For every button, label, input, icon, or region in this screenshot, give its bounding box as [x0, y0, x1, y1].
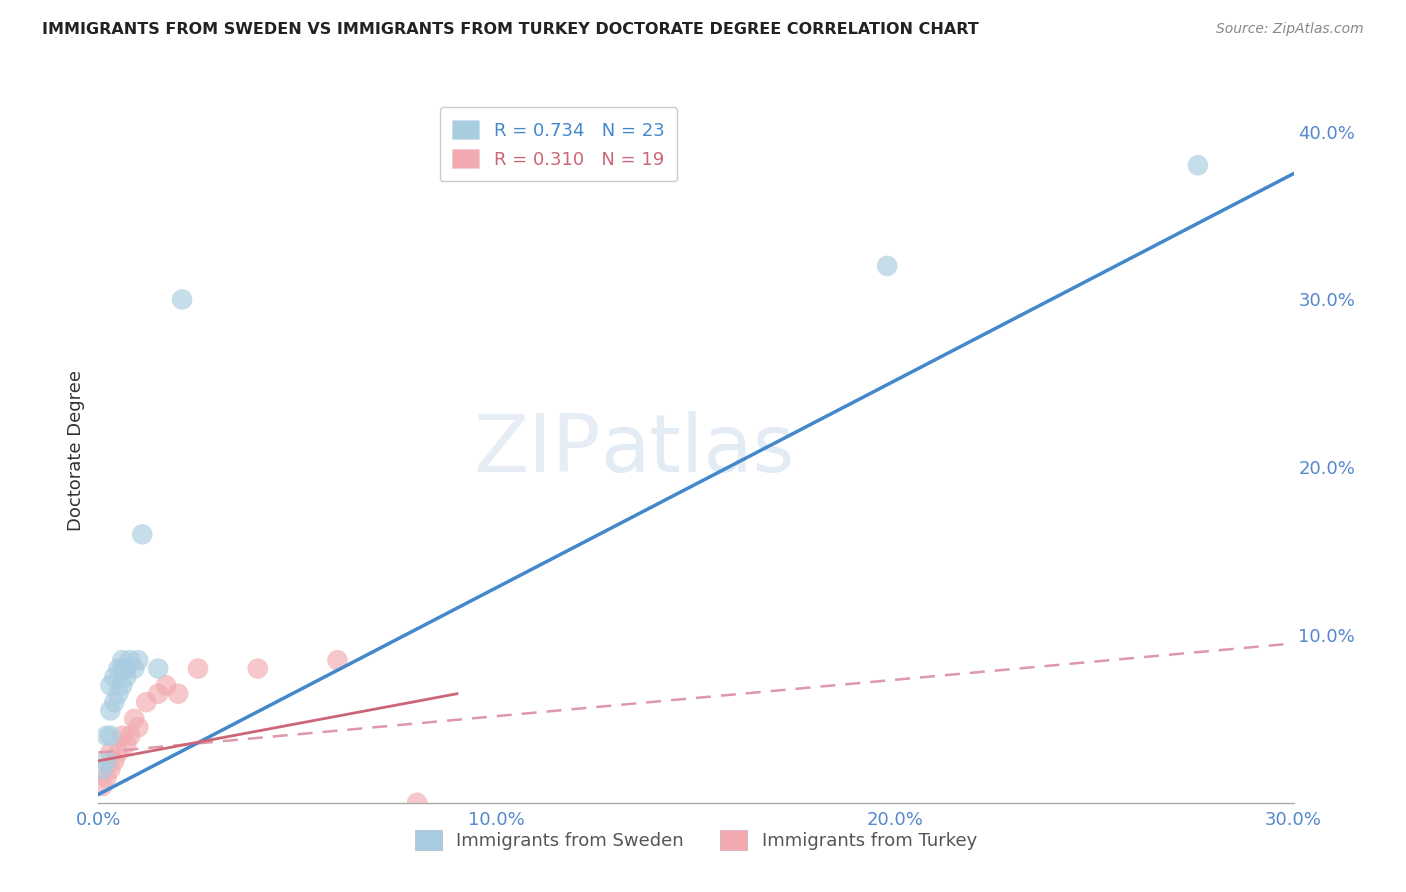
Point — [98, 704, 122, 718]
Point — [98, 762, 122, 776]
Point — [131, 527, 153, 541]
Point — [98, 678, 122, 692]
Point — [155, 678, 177, 692]
Text: atlas: atlas — [600, 411, 794, 490]
Point — [127, 653, 149, 667]
Point — [120, 653, 142, 667]
Point — [167, 687, 190, 701]
Point — [91, 779, 114, 793]
Point — [111, 653, 134, 667]
Point — [103, 695, 125, 709]
Point — [115, 670, 138, 684]
Point — [107, 662, 129, 676]
Point — [96, 729, 118, 743]
Point — [107, 746, 129, 760]
Point — [246, 662, 269, 676]
Point — [111, 729, 134, 743]
Point — [1187, 158, 1209, 172]
Point — [187, 662, 209, 676]
Point — [111, 678, 134, 692]
Point — [406, 796, 429, 810]
Point — [124, 662, 146, 676]
Point — [96, 771, 118, 785]
Point — [876, 259, 898, 273]
Point — [103, 754, 125, 768]
Y-axis label: Doctorate Degree: Doctorate Degree — [66, 370, 84, 531]
Point — [120, 729, 142, 743]
Point — [172, 293, 194, 307]
Point — [127, 720, 149, 734]
Point — [107, 687, 129, 701]
Point — [98, 729, 122, 743]
Point — [326, 653, 349, 667]
Point — [115, 737, 138, 751]
Legend: Immigrants from Sweden, Immigrants from Turkey: Immigrants from Sweden, Immigrants from … — [408, 822, 984, 857]
Point — [124, 712, 146, 726]
Point — [103, 670, 125, 684]
Point — [148, 687, 170, 701]
Text: Source: ZipAtlas.com: Source: ZipAtlas.com — [1216, 22, 1364, 37]
Point — [96, 754, 118, 768]
Point — [148, 662, 170, 676]
Point — [135, 695, 157, 709]
Point — [111, 662, 134, 676]
Point — [98, 746, 122, 760]
Point — [91, 762, 114, 776]
Point — [115, 662, 138, 676]
Text: ZIP: ZIP — [472, 411, 600, 490]
Text: IMMIGRANTS FROM SWEDEN VS IMMIGRANTS FROM TURKEY DOCTORATE DEGREE CORRELATION CH: IMMIGRANTS FROM SWEDEN VS IMMIGRANTS FRO… — [42, 22, 979, 37]
